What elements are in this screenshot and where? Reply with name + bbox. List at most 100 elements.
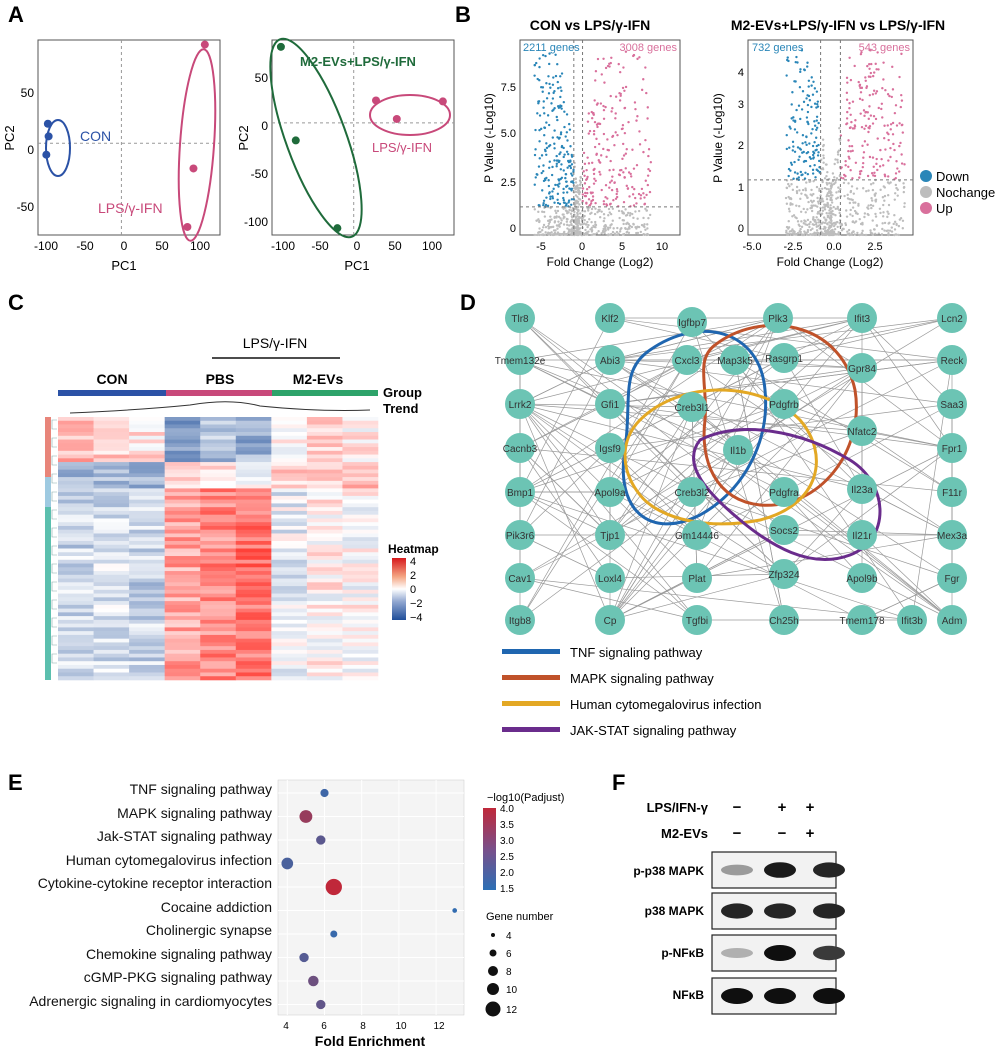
volcano-point: [849, 78, 853, 82]
legend-down-label: Down: [936, 169, 969, 184]
volcano-point: [795, 232, 798, 236]
volcano-point: [575, 233, 579, 236]
volcano-point: [851, 214, 854, 218]
network-node-label: Il23a: [851, 485, 873, 496]
heatmap-legend-tick: 2: [410, 570, 416, 582]
volcano-point: [639, 197, 642, 200]
heatmap-cell: [342, 619, 379, 624]
volcano-point: [849, 213, 852, 216]
volcano-point: [874, 215, 878, 218]
volcano-point: [585, 201, 588, 205]
heatmap-cell: [271, 488, 308, 493]
volcano-point: [547, 179, 550, 182]
volcano-point: [627, 171, 631, 174]
legend-down-swatch: [920, 170, 932, 182]
volcano-point: [583, 210, 587, 213]
volcano-point: [646, 183, 650, 187]
heatmap-cell: [235, 540, 272, 546]
volcano-point: [587, 132, 590, 135]
heatmap-cell: [164, 556, 201, 561]
volcano-point: [819, 194, 822, 197]
padjust-legend-tick: 3.5: [500, 820, 514, 831]
heatmap-cell: [200, 563, 237, 568]
heatmap-cell: [164, 601, 201, 606]
network-node-label: Lcn2: [941, 314, 963, 325]
volcano-point: [830, 210, 833, 214]
heatmap-cell: [235, 510, 272, 515]
volcano-point: [800, 220, 803, 223]
volcano-point: [646, 227, 649, 230]
pca-right-xtick: 0: [354, 239, 361, 253]
heatmap-cell: [164, 469, 201, 474]
heatmap-cell: [306, 668, 343, 673]
volcano-point: [613, 181, 616, 185]
enrichment-bubble: [330, 930, 338, 938]
volcano-point: [549, 86, 552, 89]
volcano-point: [804, 189, 808, 192]
volcano-point: [646, 233, 650, 236]
volcano-point: [806, 172, 810, 176]
volcano-point: [826, 183, 829, 186]
heatmap-cell: [306, 480, 343, 485]
network-node-label: Socs2: [770, 526, 798, 537]
heatmap-cell: [200, 533, 237, 538]
volcano-point: [817, 143, 820, 147]
volcano-point: [810, 206, 814, 209]
volcano-point: [848, 233, 851, 237]
volcano-point: [900, 162, 904, 165]
heatmap-cell: [271, 556, 308, 561]
heatmap-cell: [342, 548, 379, 553]
volcano-point: [628, 195, 631, 198]
volcano-point: [624, 227, 627, 231]
volcano-point: [562, 196, 565, 200]
volcano-point: [571, 218, 574, 222]
volcano-point: [815, 126, 819, 129]
volcano-point: [883, 124, 886, 127]
volcano-point: [556, 198, 559, 201]
volcano-point: [590, 192, 593, 195]
volcano-point: [806, 151, 810, 154]
heatmap-cell: [129, 552, 165, 557]
heatmap-cell: [235, 428, 272, 433]
volcano-point: [888, 94, 891, 98]
volcano-point: [791, 232, 794, 235]
heatmap-cell: [271, 510, 308, 515]
volcano-point: [570, 172, 573, 175]
volcano-point: [867, 189, 870, 192]
volcano-point: [878, 165, 882, 168]
network-node: [505, 563, 535, 593]
volcano-point: [848, 106, 851, 110]
volcano-point: [817, 218, 820, 221]
heatmap-cell: [271, 589, 308, 594]
volcano-point: [789, 161, 793, 165]
heatmap-cell: [129, 586, 165, 591]
volcano-point: [867, 126, 870, 129]
volcano-point: [895, 186, 898, 190]
volcano-point: [548, 52, 551, 55]
heatmap-cell: [200, 443, 237, 448]
heatmap-cell: [306, 642, 343, 647]
network-edge: [519, 534, 611, 579]
volcano-point: [562, 198, 566, 202]
network-node: [595, 520, 625, 550]
heatmap-cell: [58, 604, 94, 609]
pca-right-xlabel: PC1: [344, 258, 369, 273]
volcano-point: [788, 210, 791, 213]
volcano-point: [592, 182, 596, 185]
heatmap-cell: [164, 458, 201, 463]
heatmap-cell: [235, 495, 272, 500]
volcano-point: [867, 130, 870, 134]
volcano-point: [799, 68, 802, 71]
volcano-point: [817, 151, 820, 154]
heatmap-cell: [58, 544, 94, 549]
heatmap-cell: [342, 597, 379, 602]
volcano-point: [826, 202, 830, 206]
network-edge: [861, 430, 953, 493]
volcano-point: [883, 137, 886, 140]
heatmap-cell: [129, 578, 165, 583]
network-node-label: Abi3: [600, 356, 620, 367]
volcano-point: [846, 81, 849, 84]
heatmap-cell: [164, 439, 201, 444]
network-node: [505, 303, 535, 333]
heatmap-cell: [164, 638, 201, 643]
